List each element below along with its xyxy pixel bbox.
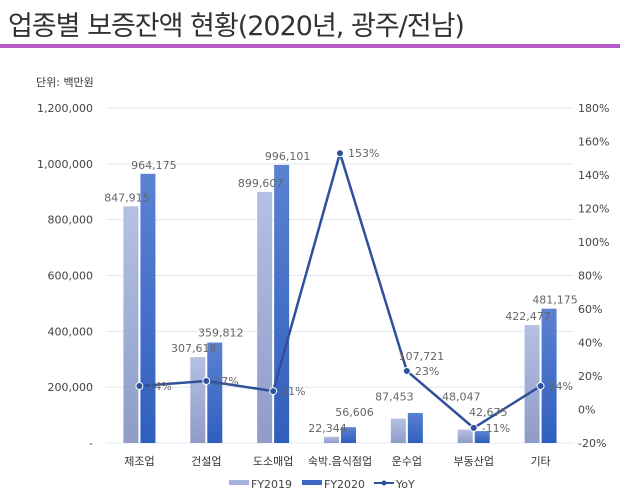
x-tick-label: 기타 [530,455,550,468]
bar-fy2020 [541,308,557,443]
y-right-tick: 20% [578,370,602,383]
page-title: 업종별 보증잔액 현황(2020년, 광주/전남) [8,11,465,42]
y-right-tick: -20% [578,437,606,450]
y-left-tick: 400,000 [48,325,94,338]
x-tick-label: 부동산업 [453,455,493,468]
x-tick-label: 도소매업 [253,455,293,468]
bar-data-label: 87,453 [375,391,414,404]
y-right-tick: 100% [578,236,609,249]
yoy-point [402,366,411,375]
bar-data-label: 996,101 [265,150,311,163]
y-left-tick: 600,000 [48,270,94,283]
bar-data-label: 307,618 [171,342,217,355]
yoy-point [135,382,144,391]
bar-data-label: 56,606 [335,406,374,419]
y-left-tick: 200,000 [48,381,94,394]
yoy-data-label: 17% [214,375,238,388]
bar-fy2020 [207,342,223,443]
yoy-point [536,382,545,391]
title-underline [0,44,620,48]
bar-fy2020 [341,427,356,443]
bar-fy2019 [324,436,339,443]
legend-swatch-fy2020 [302,480,322,485]
bar-fy2019 [190,357,206,443]
yoy-data-label: -11% [482,422,510,435]
legend-label: FY2019 [251,478,292,491]
unit-label: 단위: 백만원 [36,76,94,89]
y-right-tick: 180% [578,102,609,115]
bar-fy2019 [524,325,540,443]
bar-data-label: 847,915 [104,191,150,204]
yoy-data-label: 14% [147,380,171,393]
yoy-point [269,387,278,396]
bar-fy2020 [140,173,156,443]
bar-data-label: 481,175 [532,294,578,307]
y-right-tick: 40% [578,337,602,350]
yoy-point [469,423,478,432]
y-right-tick: 0% [578,404,595,417]
legend-label: FY2020 [324,478,365,491]
yoy-point [202,377,211,386]
legend-swatch-fy2019 [229,480,249,485]
legend-label: YoY [395,478,415,491]
bar-fy2020 [274,164,290,443]
y-left-tick: 800,000 [48,214,94,227]
bar-data-label: 359,812 [198,327,244,340]
x-tick-label: 운수업 [392,455,422,468]
x-tick-label: 숙박.음식점업 [308,455,372,468]
yoy-data-label: 11% [281,385,305,398]
bar-fy2020 [407,412,423,443]
y-right-tick: 120% [578,203,609,216]
y-right-tick: 80% [578,270,602,283]
x-tick-label: 제조업 [124,455,154,468]
y-right-tick: 60% [578,303,602,316]
bar-fy2020 [474,431,490,443]
bar-data-label: 42,675 [469,406,508,419]
bar-data-label: 899,607 [238,177,284,190]
y-left-tick: 1,200,000 [37,102,93,115]
bar-fy2019 [390,418,406,443]
y-left-tick: - [89,437,93,450]
bar-data-label: 48,047 [442,391,481,404]
legend-marker-yoy [381,480,387,486]
bar-data-label: 22,344 [308,422,347,435]
bar-data-label: 422,477 [505,310,551,323]
bar-fy2019 [123,206,139,443]
y-right-tick: 160% [578,136,609,149]
y-right-tick: 140% [578,169,609,182]
y-left-tick: 1,000,000 [37,158,93,171]
bar-fy2019 [457,429,473,443]
x-tick-label: 건설업 [191,455,221,468]
yoy-point [336,149,344,158]
bar-fy2019 [257,191,273,443]
yoy-data-label: 23% [415,365,439,378]
bar-data-label: 107,721 [399,350,445,363]
yoy-data-label: 153% [348,147,379,160]
bar-data-label: 964,175 [131,159,177,172]
yoy-data-label: 14% [549,380,573,393]
